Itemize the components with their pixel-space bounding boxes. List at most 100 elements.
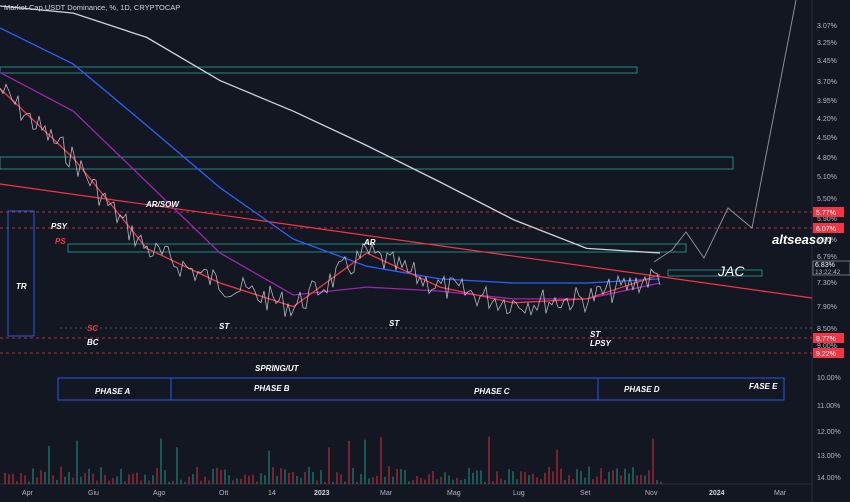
- volume-bar: [56, 479, 58, 484]
- volume-bar: [556, 449, 558, 484]
- volume-bar: [428, 474, 430, 484]
- jac-zone[interactable]: [667, 269, 763, 277]
- label-jac: JAC: [717, 263, 745, 279]
- volume-bar: [584, 477, 586, 484]
- volume-bar: [24, 475, 26, 484]
- volume-bar: [440, 476, 442, 484]
- projected-path[interactable]: [653, 0, 797, 263]
- price-line[interactable]: [0, 83, 661, 317]
- volume-bar: [300, 478, 302, 484]
- volume-bar: [72, 477, 74, 484]
- volume-bar: [604, 479, 606, 484]
- volume-bar: [52, 475, 54, 484]
- volume-bar: [208, 480, 210, 484]
- volume-bar: [636, 475, 638, 484]
- volume-bar: [544, 472, 546, 484]
- volume-bar: [264, 475, 266, 484]
- label-st-3: ST: [590, 330, 601, 339]
- y-tick: 13.00%: [817, 453, 841, 460]
- volume-bar: [168, 481, 170, 484]
- label-ps: PS: [55, 237, 66, 246]
- volume-bar: [396, 468, 398, 484]
- label-ar-sow: AR/SOW: [145, 200, 180, 209]
- label-st-1: ST: [219, 322, 230, 331]
- current-price-box[interactable]: [812, 260, 850, 276]
- volume-bar: [156, 468, 158, 484]
- volume-bar: [432, 471, 434, 484]
- volume-bar: [560, 468, 562, 484]
- moving-average-line-4[interactable]: [0, 88, 661, 308]
- volume-bar: [588, 466, 590, 484]
- volume-bar: [620, 475, 622, 484]
- volume-bar: [320, 470, 322, 484]
- volume-bar: [60, 466, 62, 484]
- volume-bar: [220, 470, 222, 484]
- volume-bar: [608, 471, 610, 484]
- volume-bar: [592, 479, 594, 484]
- volume-bar: [344, 481, 346, 484]
- volume-bar: [252, 474, 254, 484]
- volume-bar: [328, 447, 330, 484]
- volume-bar: [596, 476, 598, 484]
- volume-bar: [384, 476, 386, 484]
- volume-bar: [76, 440, 78, 484]
- label-fase-e: FASE E: [749, 382, 778, 391]
- volume-bar: [476, 470, 478, 484]
- volume-bar: [408, 481, 410, 484]
- volume-bar: [640, 474, 642, 484]
- x-tick: Mag: [447, 490, 461, 497]
- volume-bar: [436, 479, 438, 484]
- descending-trendline[interactable]: [0, 183, 813, 299]
- resistance-zone-top[interactable]: [0, 66, 638, 74]
- volume-bar: [496, 471, 498, 484]
- volume-bar: [120, 468, 122, 484]
- price-label-877: 8.77%: [816, 336, 836, 343]
- volume-bar: [180, 479, 182, 484]
- price-label-607: 6.07%: [816, 226, 836, 233]
- price-axis[interactable]: [812, 0, 850, 502]
- y-tick: 3.95%: [817, 98, 837, 105]
- volume-bar: [364, 439, 366, 484]
- countdown: 13:22:42: [815, 269, 841, 276]
- volume-bar: [8, 474, 10, 484]
- label-bc: BC: [87, 338, 99, 347]
- volume-bar: [376, 475, 378, 484]
- phase-box[interactable]: [57, 377, 785, 401]
- y-tick: 3.70%: [817, 79, 837, 86]
- volume-bar: [332, 481, 334, 484]
- volume-bar: [36, 477, 38, 484]
- volume-bar: [184, 481, 186, 484]
- moving-average-line-3[interactable]: [0, 71, 661, 300]
- volume-bar: [200, 480, 202, 484]
- price-label-577: 5.77%: [816, 210, 836, 217]
- volume-bar: [248, 475, 250, 484]
- volume-bar: [132, 473, 134, 484]
- volume-bar: [280, 468, 282, 484]
- moving-average-line-1[interactable]: [0, 5, 661, 254]
- volume-bar: [352, 467, 354, 484]
- volume-bar: [492, 481, 494, 484]
- resistance-zone-mid[interactable]: [0, 156, 734, 170]
- volume-bar: [456, 478, 458, 484]
- volume-bar: [80, 476, 82, 484]
- volume-bar: [508, 469, 510, 484]
- moving-average-line-2[interactable]: [0, 27, 661, 284]
- volume-bar: [172, 480, 174, 484]
- volume-bar: [480, 470, 482, 484]
- x-tick: 14: [268, 490, 276, 497]
- volume-bar: [128, 474, 130, 484]
- volume-bar: [100, 467, 102, 484]
- volume-bar: [388, 466, 390, 484]
- moving-averages[interactable]: [0, 5, 661, 308]
- volume-bar: [632, 467, 634, 484]
- y-tick: 4.80%: [817, 155, 837, 162]
- volume-bar: [444, 472, 446, 484]
- volume-bar: [32, 468, 34, 484]
- volume-bar: [416, 475, 418, 484]
- volume-bar: [188, 476, 190, 484]
- label-phase-b: PHASE B: [254, 384, 290, 393]
- trading-range-box[interactable]: [7, 210, 35, 337]
- price-label-prev: 6.79%: [817, 254, 837, 261]
- volume-bar: [356, 481, 358, 484]
